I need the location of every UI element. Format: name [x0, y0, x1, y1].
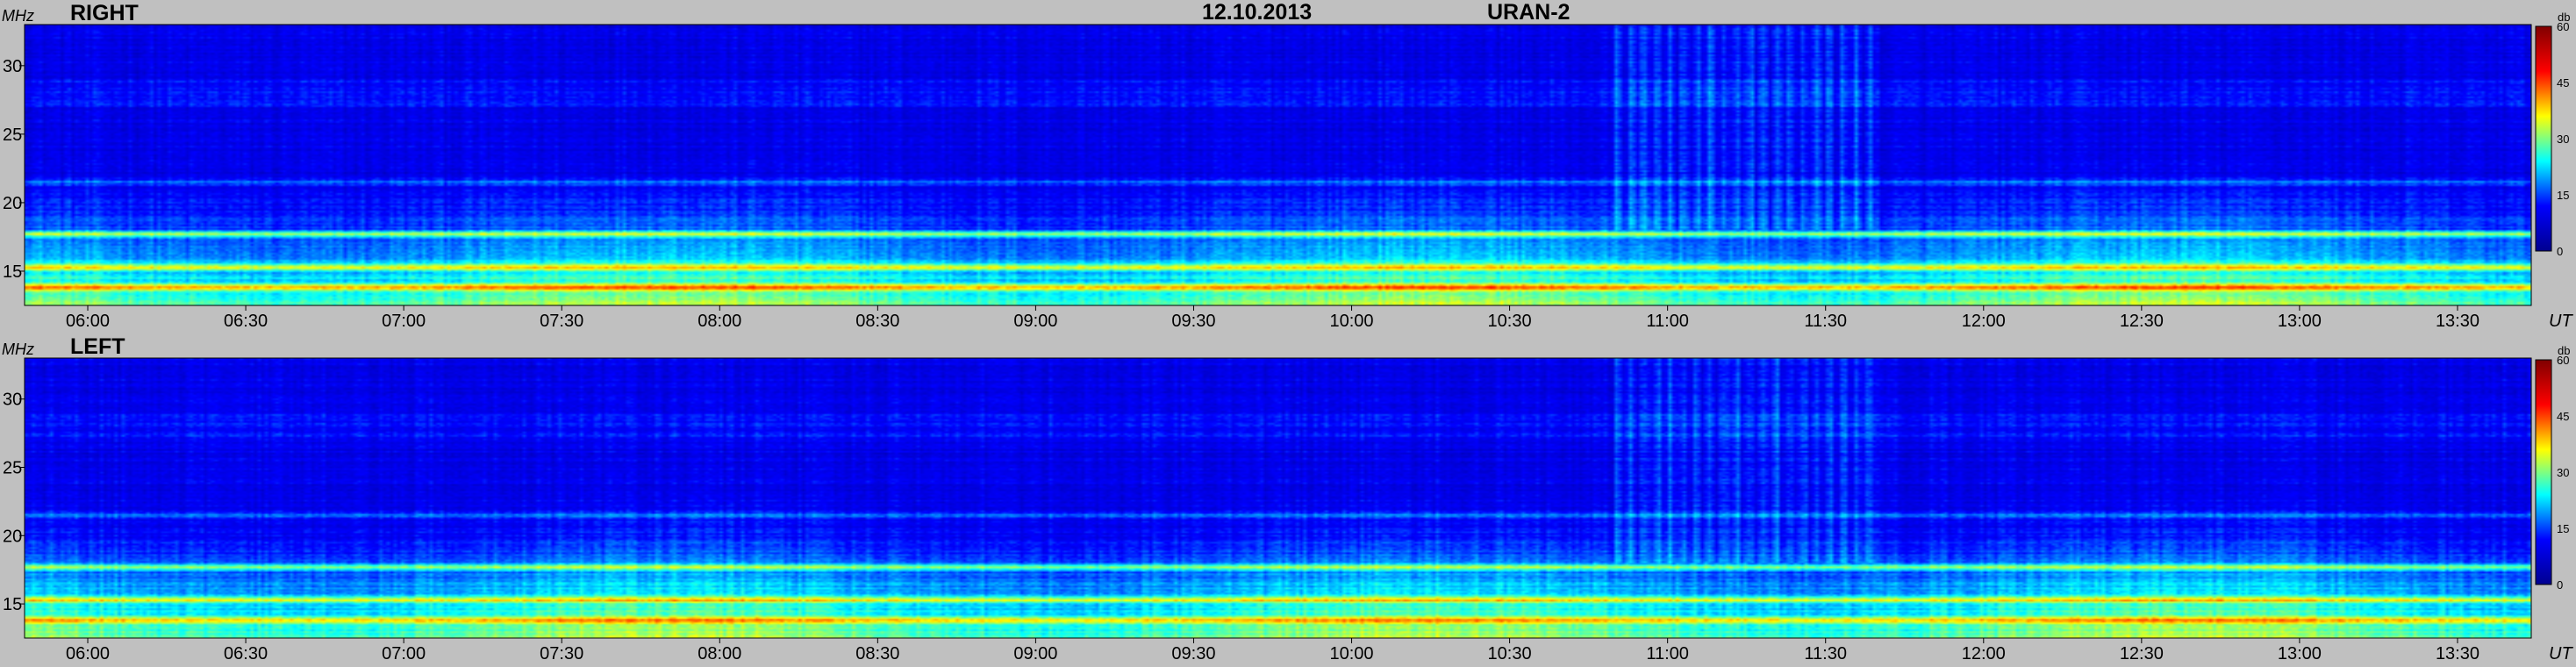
x-tick-label: 11:00	[1646, 644, 1689, 663]
colorbar-tick-label: 15	[2557, 522, 2569, 535]
x-tick-label: 11:00	[1646, 312, 1689, 331]
spectrogram-image	[25, 25, 2531, 305]
x-tick-label: 06:30	[224, 644, 268, 663]
x-tick-label: 11:30	[1804, 644, 1847, 663]
x-axis-label: UT	[2549, 312, 2573, 331]
colorbar-tick-label: 0	[2557, 245, 2563, 258]
colorbar-label: db	[2558, 11, 2570, 24]
x-tick-label: 08:00	[698, 644, 741, 663]
x-tick-label: 12:00	[1962, 312, 2006, 331]
spectrogram-image	[25, 358, 2531, 638]
x-tick-label: 12:30	[2120, 644, 2164, 663]
y-tick-label: 20	[3, 527, 22, 546]
x-tick-label: 07:00	[382, 312, 426, 331]
x-tick-label: 07:00	[382, 644, 426, 663]
spectrogram-panel-right: RIGHT MHz 15 20 25 30 06:00 06:30 07:00 07:30 08:0…	[2, 1, 2573, 331]
y-tick-label: 30	[3, 57, 22, 76]
y-axis-label: MHz	[2, 7, 34, 25]
x-tick-label: 09:00	[1013, 644, 1057, 663]
y-tick-label: 30	[3, 391, 22, 410]
x-tick-label: 13:00	[2278, 312, 2322, 331]
x-tick-label: 08:30	[855, 644, 899, 663]
x-tick-label: 10:30	[1488, 312, 1532, 331]
x-tick-label: 12:30	[2120, 312, 2164, 331]
colorbar	[2535, 359, 2552, 585]
x-tick-label: 09:00	[1013, 312, 1057, 331]
panel-label: LEFT	[70, 334, 125, 359]
x-axis-label: UT	[2549, 644, 2573, 663]
date-title: 12.10.2013	[1202, 0, 1312, 25]
colorbar-tick-label: 30	[2557, 133, 2569, 146]
colorbar-label: db	[2558, 344, 2570, 357]
y-tick-label: 15	[3, 262, 22, 282]
x-tick-label: 10:30	[1488, 644, 1532, 663]
colorbar-tick-label: 15	[2557, 189, 2569, 202]
x-tick-label: 08:30	[855, 312, 899, 331]
x-tick-label: 13:00	[2278, 644, 2322, 663]
x-tick-label: 12:00	[1962, 644, 2006, 663]
colorbar-tick-label: 60	[2557, 354, 2569, 367]
x-tick-label: 08:00	[698, 312, 741, 331]
plot-frame	[24, 24, 2532, 306]
y-tick-label: 20	[3, 194, 22, 213]
x-tick-label: 11:30	[1804, 312, 1847, 331]
x-tick-label: 09:30	[1171, 644, 1215, 663]
spectrogram-panel-left: LEFT MHz 15 20 25 30 06:00 06:30 07:00 07:30 08:00…	[2, 334, 2573, 663]
y-tick-label: 15	[3, 595, 22, 614]
colorbar	[2535, 25, 2552, 252]
x-tick-label: 09:30	[1171, 312, 1215, 331]
panel-label: RIGHT	[70, 1, 139, 25]
colorbar-tick-label: 45	[2557, 410, 2569, 423]
y-tick-label: 25	[3, 458, 22, 477]
colorbar-tick-label: 60	[2557, 20, 2569, 33]
x-tick-label: 06:00	[66, 312, 110, 331]
y-tick-label: 25	[3, 126, 22, 145]
colorbar-tick-label: 30	[2557, 466, 2569, 479]
instrument-title: URAN-2	[1487, 0, 1570, 25]
x-tick-label: 06:00	[66, 644, 110, 663]
x-tick-label: 06:30	[224, 312, 268, 331]
x-tick-label: 07:30	[540, 644, 583, 663]
y-axis-label: MHz	[2, 341, 34, 358]
colorbar-tick-label: 45	[2557, 76, 2569, 90]
plot-frame	[24, 357, 2532, 639]
x-tick-label: 10:00	[1329, 644, 1373, 663]
x-tick-label: 10:00	[1329, 312, 1373, 331]
x-tick-label: 07:30	[540, 312, 583, 331]
x-tick-label: 13:30	[2436, 312, 2479, 331]
colorbar-tick-label: 0	[2557, 578, 2563, 592]
x-tick-label: 13:30	[2436, 644, 2479, 663]
